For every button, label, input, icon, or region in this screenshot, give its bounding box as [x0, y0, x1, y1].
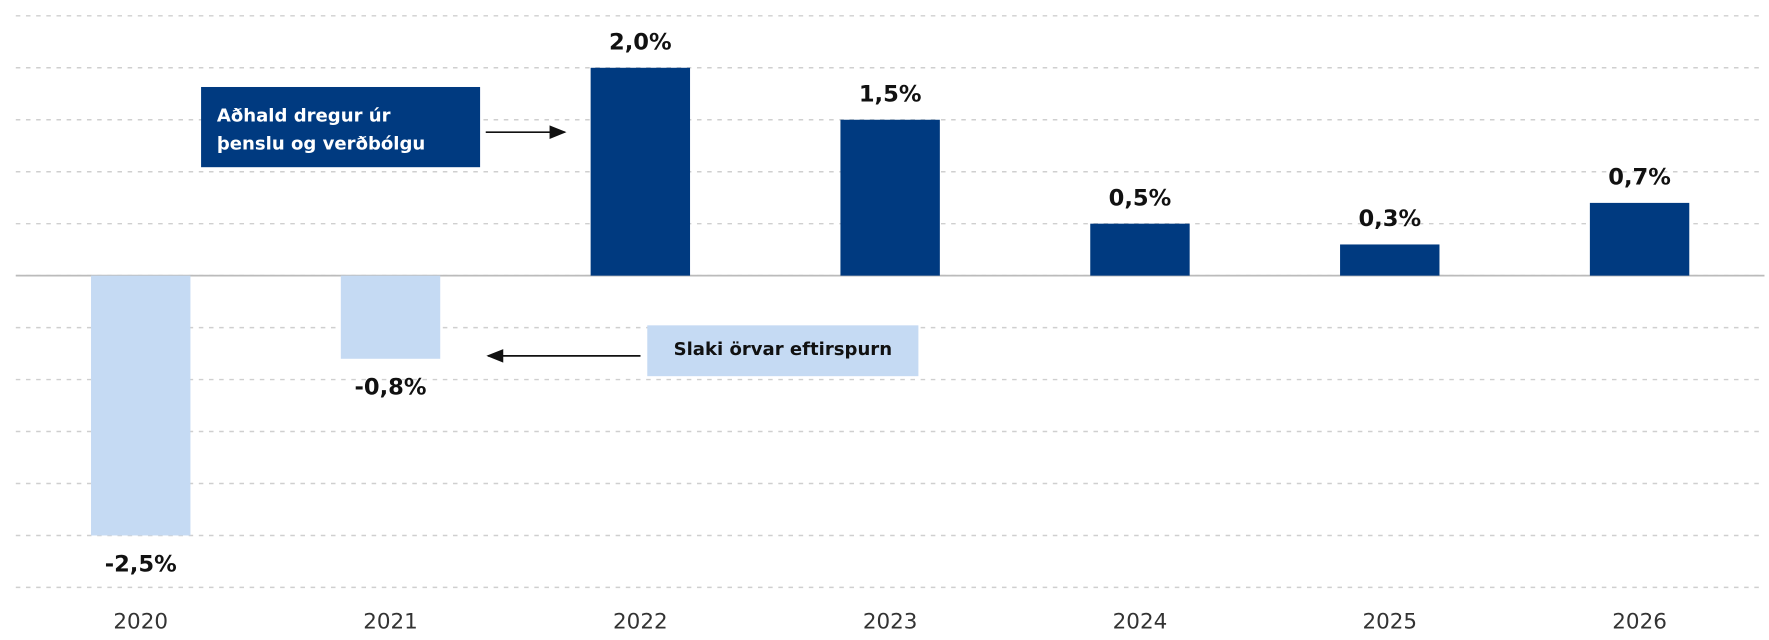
bar: [1340, 244, 1440, 276]
x-tick-label: 2023: [863, 609, 918, 634]
x-tick-label: 2024: [1113, 609, 1168, 634]
value-label: -0,8%: [355, 375, 427, 401]
bar: [590, 67, 691, 276]
value-label: 2,0%: [609, 29, 672, 55]
annotation-text: Slaki örvar eftirspurn: [674, 339, 893, 360]
value-label: 0,7%: [1608, 165, 1671, 191]
x-tick-label: 2026: [1612, 609, 1667, 634]
x-tick-label: 2020: [113, 609, 168, 634]
bar: [340, 275, 441, 359]
annotation-text: Aðhald dregur úr: [217, 105, 391, 126]
bar: [840, 119, 940, 276]
bar: [91, 275, 191, 536]
bar: [1589, 202, 1690, 276]
annotation-text: þenslu og verðbólgu: [217, 134, 425, 155]
annotation-box: [647, 325, 919, 377]
x-tick-label: 2022: [613, 609, 668, 634]
bars: 2020 -2,5% 2021 -0,8% 2022 2,0% 2023 1,5% 2024 0,…: [91, 29, 1690, 634]
x-tick-label: 2025: [1362, 609, 1417, 634]
value-label: 0,5%: [1109, 185, 1172, 211]
bar: [1090, 223, 1190, 276]
annotation-box: [201, 86, 481, 168]
value-label: 1,5%: [859, 81, 922, 107]
x-tick-label: 2021: [363, 609, 418, 634]
value-label: -2,5%: [105, 551, 177, 577]
value-label: 0,3%: [1358, 206, 1421, 232]
